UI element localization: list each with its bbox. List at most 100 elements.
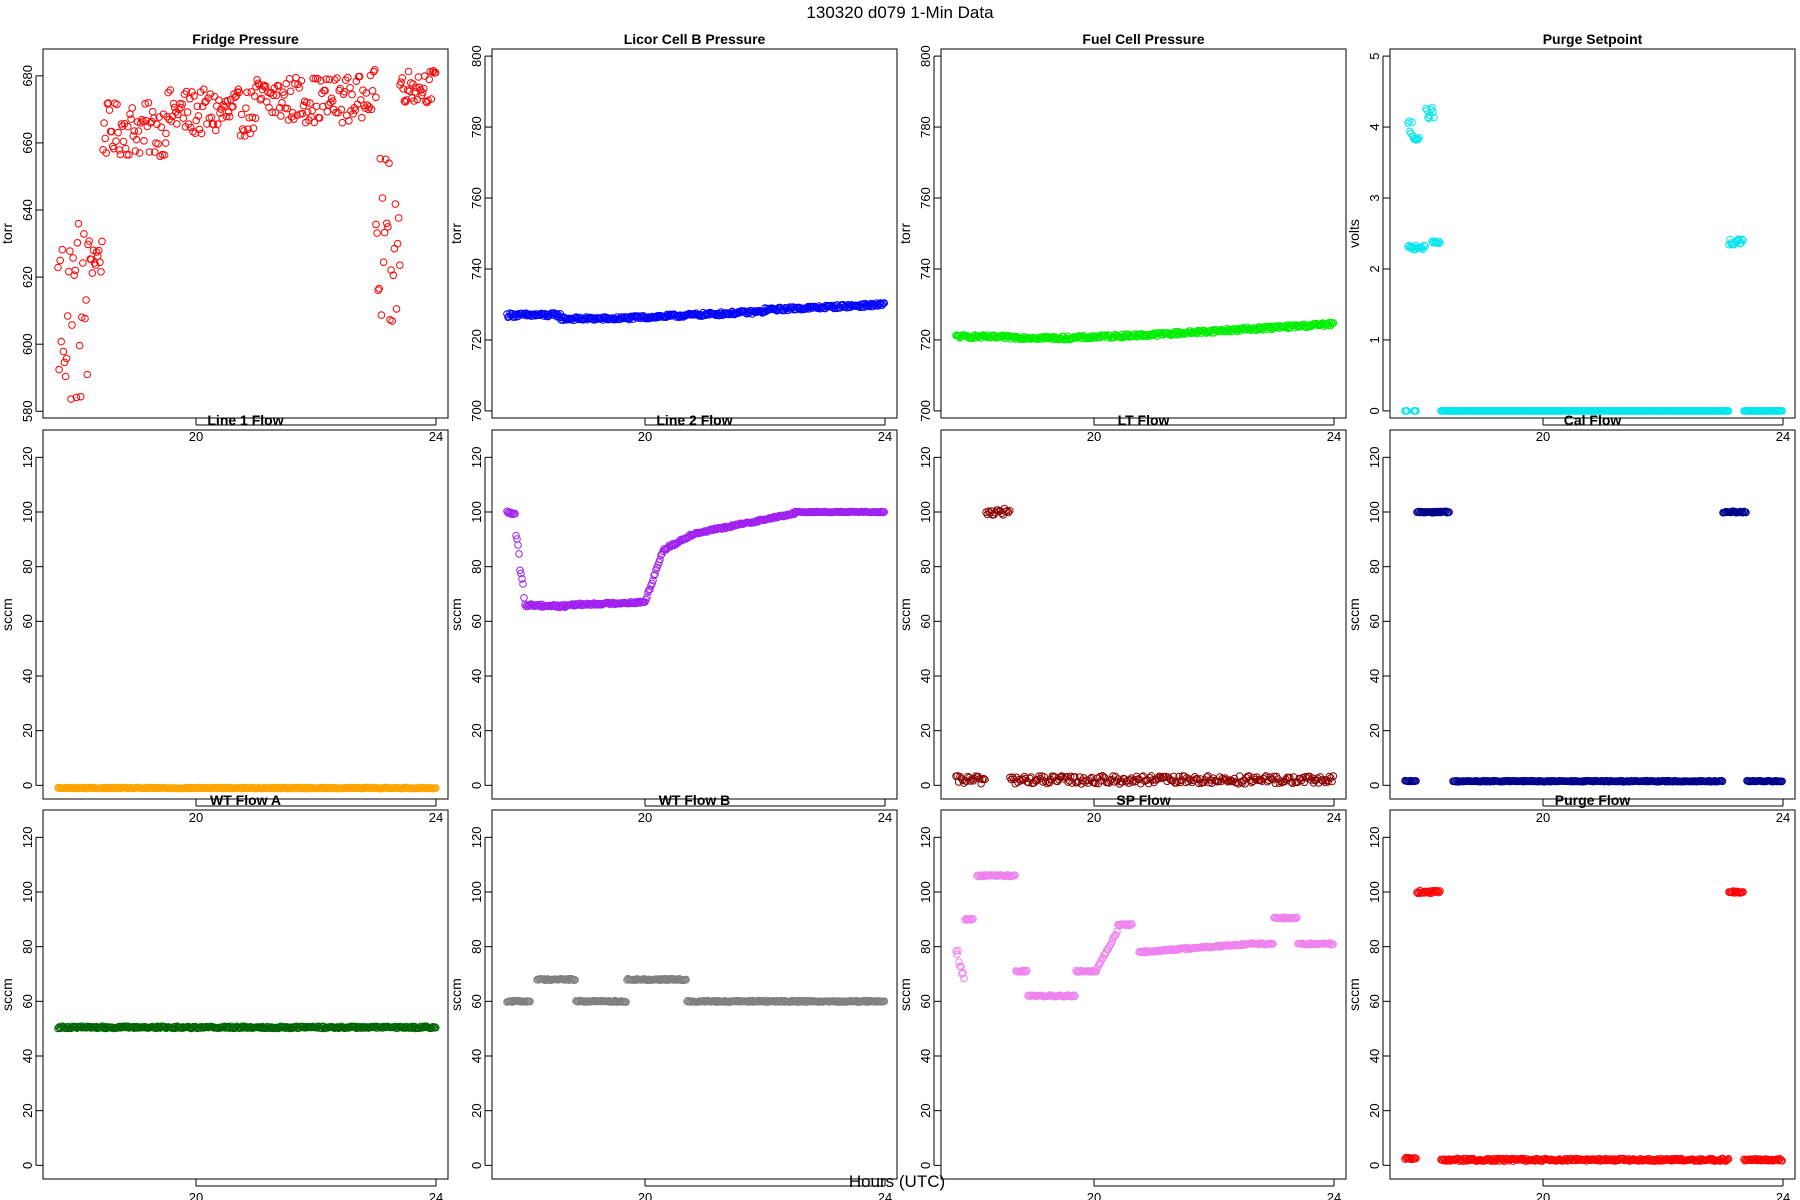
data-point — [1436, 887, 1444, 895]
data-point — [561, 314, 569, 322]
data-point — [771, 305, 779, 313]
y-axis-label: torr — [0, 223, 15, 244]
data-point — [514, 541, 522, 549]
data-point — [880, 299, 889, 307]
data-point — [643, 593, 651, 602]
data-point — [372, 93, 380, 102]
data-point — [405, 87, 414, 95]
data-point — [1115, 780, 1124, 788]
y-tick-label: 600 — [20, 333, 35, 355]
plot-frame — [940, 809, 1347, 1180]
data-point — [254, 79, 263, 88]
data-point — [237, 110, 246, 119]
y-tick-label: 4 — [1367, 123, 1382, 130]
data-point — [325, 75, 334, 84]
data-point — [414, 73, 423, 81]
data-point — [1022, 774, 1030, 783]
y-tick-label: 0 — [1367, 782, 1382, 789]
data-point — [1329, 772, 1338, 780]
data-point — [187, 123, 195, 132]
data-point — [118, 122, 127, 130]
data-point — [358, 113, 366, 122]
x-tick-label: 24 — [878, 810, 892, 825]
y-tick-label: 100 — [469, 881, 484, 903]
data-point — [1292, 914, 1300, 923]
data-point — [1025, 991, 1033, 1000]
plot-frame — [42, 48, 449, 419]
y-tick-label: 0 — [918, 782, 933, 789]
data-point — [1098, 772, 1107, 780]
data-point — [281, 1024, 290, 1032]
data-point — [1065, 777, 1074, 785]
data-point — [58, 245, 67, 254]
y-tick-label: 120 — [918, 826, 933, 848]
data-point — [240, 127, 248, 135]
data-series — [1401, 507, 1786, 786]
data-point — [388, 317, 397, 325]
data-point — [1111, 772, 1120, 781]
data-point — [256, 96, 265, 104]
data-point — [131, 147, 140, 155]
y-tick-label: 700 — [918, 400, 933, 422]
data-point — [1422, 104, 1430, 113]
y-tick-label: 620 — [20, 266, 35, 288]
data-point — [277, 112, 285, 120]
x-tick-label: 24 — [1327, 810, 1341, 825]
data-point — [508, 509, 516, 517]
x-tick-label: 20 — [638, 429, 652, 444]
y-axis-label: volts — [1346, 219, 1362, 248]
data-point — [362, 89, 371, 97]
data-point — [1213, 326, 1221, 335]
data-point — [1462, 1156, 1470, 1164]
data-point — [125, 151, 133, 159]
y-tick-label: 3 — [1367, 194, 1382, 201]
data-point — [214, 120, 222, 128]
data-series — [54, 66, 440, 403]
data-point — [59, 347, 68, 356]
data-point — [130, 127, 139, 135]
data-point — [1128, 920, 1136, 928]
data-point — [138, 115, 146, 124]
data-point — [526, 997, 534, 1006]
y-tick-label: 720 — [918, 329, 933, 351]
y-tick-label: 80 — [469, 559, 484, 573]
data-point — [378, 194, 387, 202]
data-point — [1329, 940, 1337, 949]
data-point — [1251, 325, 1259, 334]
x-tick-label: 20 — [1087, 1190, 1101, 1200]
data-point — [283, 104, 292, 113]
data-point — [966, 777, 975, 785]
panel-title: LT Flow — [1118, 412, 1170, 428]
data-point — [166, 86, 175, 94]
data-point — [978, 775, 987, 784]
y-axis-label: sccm — [897, 598, 913, 631]
data-point — [229, 102, 237, 111]
data-point — [1087, 968, 1095, 976]
y-tick-label: 20 — [1367, 723, 1382, 737]
data-point — [116, 150, 125, 159]
data-point — [81, 314, 89, 323]
data-point — [1408, 118, 1416, 126]
data-point — [1414, 135, 1422, 144]
plot-frame — [1389, 429, 1796, 800]
data-point — [85, 237, 93, 245]
data-point — [1435, 888, 1443, 897]
data-point — [76, 392, 85, 401]
x-tick-label: 24 — [1776, 429, 1790, 444]
y-tick-label: 80 — [1367, 939, 1382, 953]
data-point — [1275, 779, 1284, 787]
data-point — [92, 248, 101, 256]
data-point — [200, 85, 208, 94]
data-point — [293, 111, 301, 120]
data-point — [411, 88, 419, 96]
data-point — [123, 151, 131, 159]
data-point — [1430, 113, 1438, 122]
data-point — [387, 266, 395, 274]
data-point — [72, 393, 81, 402]
data-point — [1111, 931, 1119, 940]
data-point — [1435, 237, 1443, 246]
data-point — [953, 950, 961, 959]
data-point — [392, 305, 401, 313]
